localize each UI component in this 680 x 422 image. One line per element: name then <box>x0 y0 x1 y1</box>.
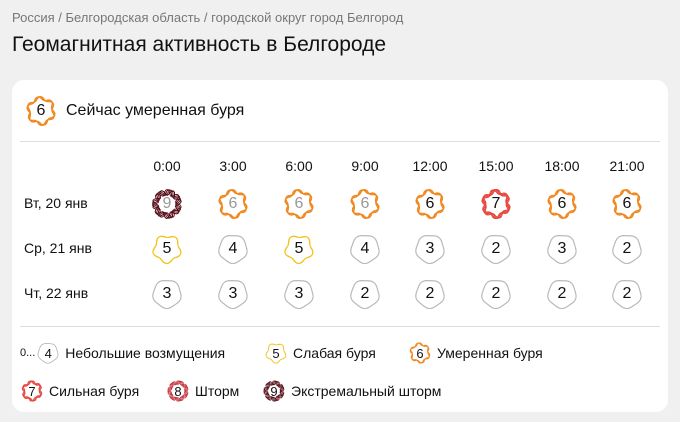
kp-index-badge: 2 <box>610 277 644 311</box>
legend-label: Шторм <box>195 383 240 399</box>
legend-storm: 8 Шторм <box>166 379 239 403</box>
kp-index-badge: 2 <box>479 232 513 266</box>
kp-index-badge: 2 <box>545 277 579 311</box>
badge-ring-icon <box>612 280 642 310</box>
kp-index-badge: 5 <box>150 232 184 266</box>
kp-index-badge: 2 <box>413 277 447 311</box>
badge-ring-icon <box>481 280 511 310</box>
time-header: 9:00 <box>351 158 379 174</box>
page-title: Геомагнитная активность в Белгороде <box>12 33 387 56</box>
badge-ring-icon <box>263 380 285 402</box>
kp-index-badge: 6 <box>545 187 579 221</box>
legend-badge: 9 <box>262 379 286 403</box>
badge-ring-icon <box>218 235 248 265</box>
kp-index-badge: 7 <box>479 187 513 221</box>
legend-badge: 6 <box>408 341 432 365</box>
time-header: 0:00 <box>153 158 181 174</box>
badge-ring-icon <box>218 280 248 310</box>
time-header: 18:00 <box>544 158 580 174</box>
day-label: Ср, 21 янв <box>24 240 92 256</box>
legend-label: Слабая буря <box>293 345 376 361</box>
time-header: 3:00 <box>219 158 247 174</box>
badge-ring-icon <box>350 280 380 310</box>
geomagnetic-card: 6 Сейчас умеренная буря 0:00 3:00 6:00 9:00… <box>12 80 668 412</box>
kp-index-badge: 3 <box>150 277 184 311</box>
kp-index-badge: 5 <box>282 232 316 266</box>
legend-calm: 0... 4 Небольшие возмущения <box>20 341 225 365</box>
day-label: Вт, 20 янв <box>24 195 88 211</box>
time-header: 12:00 <box>412 158 448 174</box>
badge-ring-icon <box>284 280 314 310</box>
badge-ring-icon <box>284 235 314 265</box>
kp-index-badge: 2 <box>479 277 513 311</box>
legend-badge: 5 <box>264 341 288 365</box>
badge-ring-icon <box>612 188 642 220</box>
legend-label: Сильная буря <box>49 383 140 399</box>
badge-ring-icon <box>218 188 248 220</box>
kp-index-badge: 3 <box>216 277 250 311</box>
divider <box>20 326 660 327</box>
legend-badge: 8 <box>166 379 190 403</box>
badge-ring-icon <box>547 188 577 220</box>
kp-index-badge: 6 <box>610 187 644 221</box>
kp-index-badge: 6 <box>413 187 447 221</box>
divider <box>20 141 660 142</box>
kp-index-badge: 6 <box>348 187 382 221</box>
badge-ring-icon <box>167 380 189 402</box>
kp-index-badge: 6 <box>282 187 316 221</box>
kp-index-badge: 4 <box>348 232 382 266</box>
kp-index-badge: 3 <box>282 277 316 311</box>
kp-index-badge: 3 <box>413 232 447 266</box>
badge-ring-icon <box>284 188 314 220</box>
badge-ring-icon <box>350 188 380 220</box>
badge-ring-icon <box>415 188 445 220</box>
badge-ring-icon <box>152 188 182 219</box>
badge-ring-icon <box>481 188 511 220</box>
legend-label: Умеренная буря <box>437 345 543 361</box>
current-level-badge: 6 <box>24 94 58 128</box>
legend-strong: 7 Сильная буря <box>20 379 139 403</box>
badge-ring-icon <box>152 280 182 310</box>
current-status-label: Сейчас умеренная буря <box>66 102 245 119</box>
time-header: 6:00 <box>285 158 313 174</box>
badge-ring-icon <box>409 342 431 364</box>
legend-label: Экстремальный шторм <box>291 383 442 399</box>
kp-index-badge: 4 <box>216 232 250 266</box>
kp-index-badge: 2 <box>348 277 382 311</box>
legend-extreme: 9 Экстремальный шторм <box>262 379 441 403</box>
badge-ring-icon <box>415 235 445 265</box>
breadcrumb: Россия / Белгородская область / городско… <box>12 10 404 25</box>
badge-ring-icon <box>415 280 445 310</box>
kp-index-badge: 9 <box>150 187 184 221</box>
legend-label: Небольшие возмущения <box>65 345 226 361</box>
badge-ring-icon <box>265 343 287 364</box>
badge-ring-icon <box>26 95 56 127</box>
badge-ring-icon <box>612 235 642 265</box>
badge-ring-icon <box>547 235 577 265</box>
kp-index-badge: 6 <box>216 187 250 221</box>
kp-index-badge: 3 <box>545 232 579 266</box>
badge-ring-icon <box>350 235 380 265</box>
badge-ring-icon <box>481 235 511 265</box>
kp-index-badge: 2 <box>610 232 644 266</box>
time-header: 21:00 <box>609 158 645 174</box>
badge-ring-icon <box>547 280 577 310</box>
badge-ring-icon <box>152 235 182 265</box>
legend-badge: 7 <box>20 379 44 403</box>
legend-weak: 5 Слабая буря <box>264 341 376 365</box>
legend-moderate: 6 Умеренная буря <box>408 341 543 365</box>
badge-ring-icon <box>21 380 43 402</box>
badge-ring-icon <box>37 343 59 364</box>
legend-prefix: 0... <box>20 347 36 359</box>
legend-badge: 4 <box>36 341 60 365</box>
current-status: 6 Сейчас умеренная буря <box>24 94 244 128</box>
time-header: 15:00 <box>478 158 514 174</box>
day-label: Чт, 22 янв <box>24 285 89 301</box>
